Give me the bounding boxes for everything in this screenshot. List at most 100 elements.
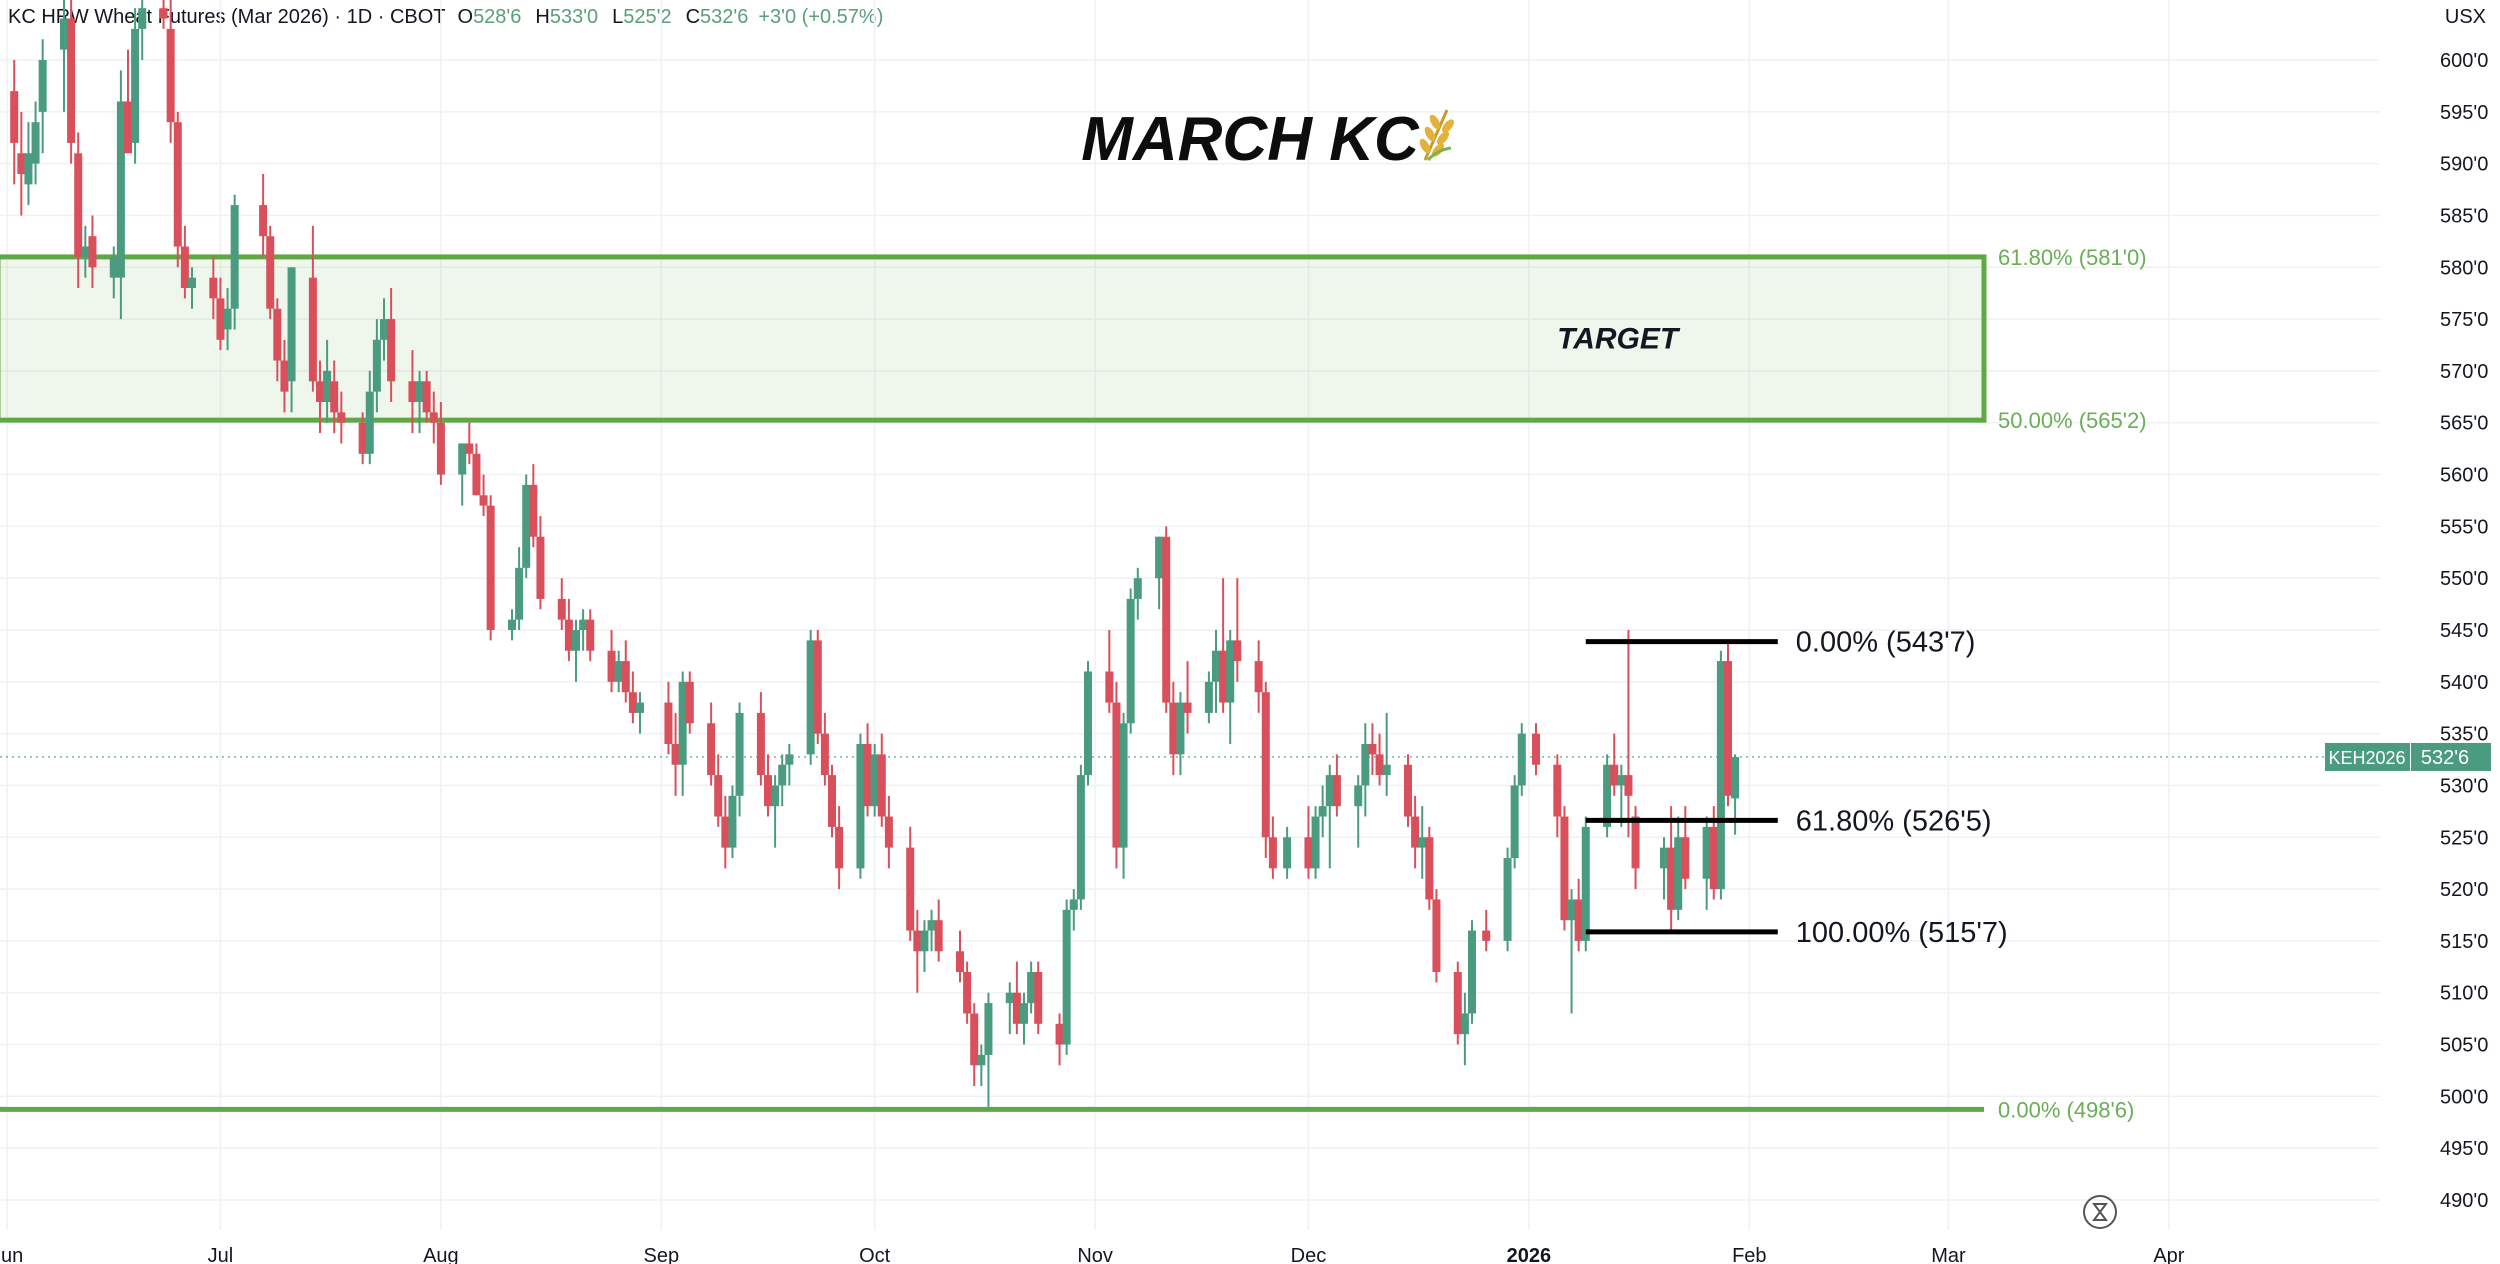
candle-body — [131, 28, 140, 143]
candle-body — [166, 28, 175, 123]
wheat-leaf — [1426, 146, 1452, 162]
candle — [735, 702, 744, 817]
candle-body — [863, 744, 872, 807]
candle — [1624, 630, 1633, 838]
candle — [920, 920, 929, 972]
y-tick-label: 525'0 — [2440, 827, 2488, 849]
candle — [1532, 723, 1540, 776]
candle — [188, 267, 196, 309]
candle — [109, 246, 118, 299]
candle-body — [1183, 702, 1192, 713]
candle-body — [664, 702, 673, 744]
candle-body — [1532, 733, 1540, 765]
candle-body — [1105, 671, 1114, 703]
axes: 490'0 495'0 500'0 505'0 510'0 515'0 520'0 525'0… — [0, 50, 2491, 1264]
candle-body — [1311, 816, 1320, 869]
candle-body — [422, 381, 431, 413]
target-zone-bottom-label: 50.00% (565'2) — [1998, 408, 2147, 433]
candle — [956, 930, 964, 983]
candle — [1610, 733, 1619, 796]
candle — [24, 122, 33, 206]
candle — [365, 370, 374, 465]
candle — [1510, 775, 1519, 869]
y-tick-label: 500'0 — [2440, 1086, 2488, 1108]
candle — [1460, 992, 1469, 1066]
candle-body — [280, 360, 289, 392]
candle-body — [1411, 816, 1420, 848]
candle — [1012, 961, 1021, 1035]
candle — [934, 899, 943, 962]
open-label: O — [457, 6, 474, 28]
candle-body — [138, 8, 147, 29]
candle — [614, 650, 623, 693]
candle — [927, 909, 936, 952]
x-tick-label: Sep — [644, 1245, 680, 1264]
candle-body — [209, 277, 218, 299]
candle-body — [1076, 775, 1085, 900]
candle-body — [88, 236, 97, 268]
candle-body — [479, 495, 488, 506]
candle — [1617, 764, 1626, 827]
candle — [856, 733, 865, 879]
candle — [74, 132, 83, 288]
candle — [984, 992, 993, 1107]
candle-body — [1517, 733, 1526, 786]
y-tick-label: 560'0 — [2440, 465, 2488, 487]
candle-body — [408, 381, 417, 402]
close-value: 532'6 — [700, 6, 749, 28]
candle-body — [1261, 692, 1270, 838]
candle-body — [380, 319, 388, 340]
candle-body — [308, 277, 317, 382]
candle — [1325, 764, 1334, 869]
candle — [1425, 826, 1434, 910]
candle-body — [920, 930, 929, 952]
candle — [877, 733, 886, 827]
candle-body — [1304, 837, 1313, 869]
candle — [1183, 661, 1192, 734]
candle-body — [607, 650, 616, 682]
candle-body — [1404, 764, 1412, 817]
candle-body — [1581, 826, 1590, 941]
candle-body — [415, 381, 424, 402]
candle-body — [1560, 816, 1569, 921]
candle-body — [124, 101, 132, 154]
candle — [707, 702, 716, 786]
candle — [1667, 806, 1676, 931]
candle-body — [17, 153, 26, 174]
x-tick-label: Apr — [2153, 1245, 2184, 1264]
candle-body — [1176, 702, 1185, 755]
candle-body — [764, 775, 772, 807]
candle — [572, 619, 580, 682]
candle-body — [813, 640, 822, 734]
candle — [1261, 681, 1270, 858]
candle — [1581, 816, 1590, 952]
candle-body — [1482, 930, 1491, 941]
timer-glass — [2092, 1203, 2108, 1221]
candle-body — [529, 484, 538, 537]
candle-body — [1567, 899, 1576, 921]
symbol-title[interactable]: KC HRW Wheat Futures (Mar 2026) · 1D · C… — [8, 6, 446, 28]
candle-body — [1731, 756, 1740, 799]
candle — [884, 795, 893, 869]
candle — [10, 60, 19, 185]
candle — [1503, 847, 1512, 952]
candle-body — [188, 277, 196, 288]
candle-body — [1617, 775, 1626, 786]
candle-body — [1012, 992, 1021, 1024]
candle-body — [806, 640, 815, 755]
candle — [1716, 650, 1725, 900]
candle — [1468, 920, 1476, 1024]
candle — [714, 754, 723, 827]
candle — [308, 225, 317, 392]
candle — [1283, 826, 1292, 879]
candle — [1254, 640, 1263, 713]
candle-body — [387, 319, 396, 382]
candle-body — [906, 847, 915, 931]
currency-label[interactable]: USX — [2444, 6, 2486, 28]
candle-body — [536, 536, 545, 599]
candle — [472, 443, 481, 496]
candle-body — [116, 101, 125, 278]
candle — [230, 194, 239, 330]
candle — [380, 298, 388, 361]
